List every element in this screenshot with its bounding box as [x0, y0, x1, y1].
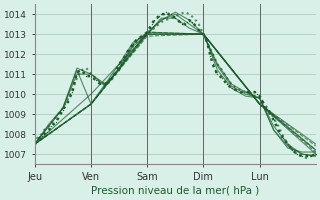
X-axis label: Pression niveau de la mer( hPa ): Pression niveau de la mer( hPa ): [91, 186, 260, 196]
